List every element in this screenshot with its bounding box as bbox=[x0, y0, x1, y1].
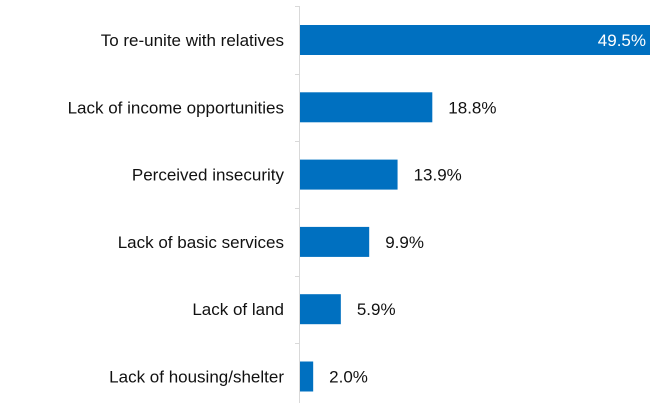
value-label: 49.5% bbox=[598, 31, 646, 50]
category-label: To re-unite with relatives bbox=[101, 31, 284, 50]
value-label: 9.9% bbox=[385, 233, 424, 252]
bar bbox=[300, 227, 369, 257]
axis-layer bbox=[295, 6, 300, 403]
category-label: Lack of basic services bbox=[118, 233, 284, 252]
bar bbox=[300, 362, 313, 392]
category-label: Lack of income opportunities bbox=[68, 98, 284, 117]
value-label: 5.9% bbox=[357, 300, 396, 319]
bar bbox=[300, 92, 432, 122]
category-label: Lack of land bbox=[192, 300, 284, 319]
bar bbox=[300, 294, 341, 324]
labels-layer: To re-unite with relatives 49.5% Lack of i… bbox=[68, 31, 646, 387]
value-label: 13.9% bbox=[414, 166, 462, 185]
category-label: Perceived insecurity bbox=[132, 166, 285, 185]
bars-layer bbox=[300, 25, 650, 392]
value-label: 18.8% bbox=[448, 98, 496, 117]
category-label: Lack of housing/shelter bbox=[109, 368, 284, 387]
bar bbox=[300, 160, 398, 190]
value-label: 2.0% bbox=[329, 368, 368, 387]
